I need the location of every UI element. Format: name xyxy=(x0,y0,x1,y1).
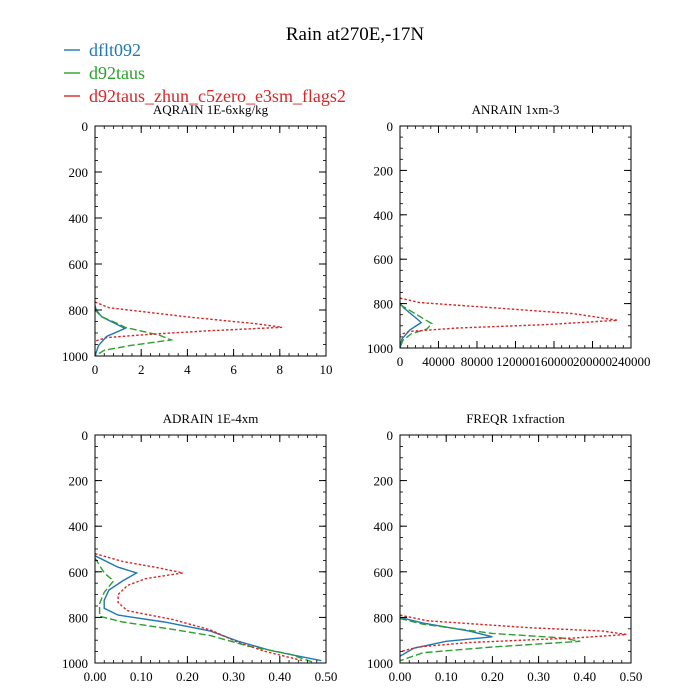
y-tick-label: 800 xyxy=(374,297,394,312)
y-tick-label: 0 xyxy=(387,428,394,443)
y-tick-label: 400 xyxy=(69,519,89,534)
x-tick-label: 0 xyxy=(92,362,99,377)
legend-label: d92taus xyxy=(89,63,145,83)
x-tick-label: 0.20 xyxy=(481,669,504,684)
series-line-d92taus xyxy=(400,304,433,348)
y-tick-label: 200 xyxy=(374,163,394,178)
x-tick-label: 0.10 xyxy=(435,669,458,684)
y-tick-label: 400 xyxy=(69,211,89,226)
panel-aqrain: 0 2 4 6 8 10 0 200 400 600 800 1000 AQRAIN 1E-6xkg/k… xyxy=(62,102,333,377)
plot-frame xyxy=(399,434,632,664)
y-tick-label: 0 xyxy=(387,119,394,134)
legend-label: d92taus_zhun_c5zero_e3sm_flags2 xyxy=(89,86,346,106)
panel-title: FREQR 1xfraction xyxy=(466,411,565,426)
legend-label: dflt092 xyxy=(89,40,141,60)
y-tick-label: 800 xyxy=(374,610,394,625)
x-tick-label: 0.50 xyxy=(315,669,338,684)
series-line-d92taus_zhun_c5zero_e3sm_flags2 xyxy=(400,297,618,336)
y-tick-label: 200 xyxy=(69,474,89,489)
panel-title: AQRAIN 1E-6xkg/kg xyxy=(153,102,269,117)
y-tick-label: 200 xyxy=(69,165,89,180)
y-tick-label: 600 xyxy=(69,565,89,580)
panel-anrain: 0 40000 80000 120000 160000 200000 240000 0 200 4… xyxy=(367,102,651,369)
y-tick-label: 1000 xyxy=(367,656,393,671)
y-tick-label: 1000 xyxy=(62,656,88,671)
y-tick-label: 800 xyxy=(69,303,89,318)
panel-adrain: 0.00 0.10 0.20 0.30 0.40 0.50 0 200 400 600 800 100… xyxy=(62,411,337,684)
legend-item-d92taus: d92taus xyxy=(64,63,145,83)
y-tick-label: 800 xyxy=(69,610,89,625)
plot-frame xyxy=(94,125,327,357)
series-line-d92taus xyxy=(95,309,174,356)
x-tick-label: 160000 xyxy=(535,354,574,369)
legend-item-d92taus_zhun_c5zero_e3sm_flags2: d92taus_zhun_c5zero_e3sm_flags2 xyxy=(64,86,346,106)
x-tick-label: 0.00 xyxy=(84,669,107,684)
panel-title: ADRAIN 1E-4xm xyxy=(163,411,259,426)
figure-title: Rain at270E,-17N xyxy=(286,24,425,45)
legend: dflt092 d92taus d92taus_zhun_c5zero_e3sm_f… xyxy=(64,40,346,106)
x-tick-label: 120000 xyxy=(496,354,535,369)
x-tick-label: 4 xyxy=(184,362,191,377)
y-tick-label: 400 xyxy=(374,208,394,223)
x-tick-label: 40000 xyxy=(422,354,455,369)
x-tick-label: 0.30 xyxy=(527,669,550,684)
x-tick-label: 240000 xyxy=(612,354,651,369)
series-line-d92taus_zhun_c5zero_e3sm_flags2 xyxy=(95,301,283,342)
x-tick-label: 6 xyxy=(230,362,237,377)
panel-title: ANRAIN 1xm-3 xyxy=(472,102,560,117)
x-tick-label: 0.30 xyxy=(222,669,245,684)
y-tick-label: 200 xyxy=(374,474,394,489)
panel-freqr: 0.00 0.10 0.20 0.30 0.40 0.50 0 200 400 600 800 100… xyxy=(367,411,642,684)
x-tick-label: 0.10 xyxy=(130,669,153,684)
y-tick-label: 600 xyxy=(69,257,89,272)
y-tick-label: 0 xyxy=(82,428,89,443)
y-tick-label: 600 xyxy=(374,565,394,580)
legend-item-dflt092: dflt092 xyxy=(64,40,141,60)
x-tick-label: 80000 xyxy=(461,354,494,369)
y-tick-label: 400 xyxy=(374,519,394,534)
x-tick-label: 10 xyxy=(320,362,333,377)
plot-frame xyxy=(399,125,632,349)
x-tick-label: 0 xyxy=(397,354,404,369)
y-tick-label: 600 xyxy=(374,252,394,267)
x-tick-label: 0.40 xyxy=(268,669,291,684)
series-line-d92taus_zhun_c5zero_e3sm_flags2 xyxy=(95,552,304,662)
x-tick-label: 0.50 xyxy=(620,669,643,684)
x-tick-label: 8 xyxy=(277,362,284,377)
x-tick-label: 2 xyxy=(138,362,145,377)
y-tick-label: 0 xyxy=(82,119,89,134)
series-line-dflt092 xyxy=(400,303,423,348)
chart-panels: 0 2 4 6 8 10 0 200 400 600 800 1000 AQRAIN 1E-6xkg/k… xyxy=(62,102,651,684)
series-line-d92taus xyxy=(400,617,581,662)
x-tick-label: 0.00 xyxy=(389,669,412,684)
x-tick-label: 200000 xyxy=(573,354,612,369)
plot-frame xyxy=(94,434,327,664)
series-line-dflt092 xyxy=(400,616,493,657)
y-tick-label: 1000 xyxy=(367,341,393,356)
series-line-dflt092 xyxy=(95,555,322,662)
series-line-dflt092 xyxy=(95,305,127,356)
series-line-d92taus xyxy=(95,557,313,663)
x-tick-label: 0.40 xyxy=(573,669,596,684)
series-line-d92taus_zhun_c5zero_e3sm_flags2 xyxy=(400,614,627,653)
x-tick-label: 0.20 xyxy=(176,669,199,684)
y-tick-label: 1000 xyxy=(62,349,88,364)
